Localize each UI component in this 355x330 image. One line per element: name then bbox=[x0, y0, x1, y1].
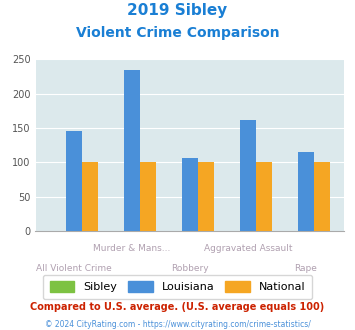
Text: Violent Crime Comparison: Violent Crime Comparison bbox=[76, 26, 279, 40]
Bar bbox=[66, 131, 82, 231]
Text: Rape: Rape bbox=[295, 264, 317, 273]
Bar bbox=[256, 162, 272, 231]
Bar bbox=[314, 162, 330, 231]
Text: Robbery: Robbery bbox=[171, 264, 209, 273]
Text: Compared to U.S. average. (U.S. average equals 100): Compared to U.S. average. (U.S. average … bbox=[31, 302, 324, 312]
Bar bbox=[182, 158, 198, 231]
Legend: Sibley, Louisiana, National: Sibley, Louisiana, National bbox=[43, 275, 312, 299]
Bar bbox=[82, 162, 98, 231]
Bar bbox=[240, 120, 256, 231]
Text: Murder & Mans...: Murder & Mans... bbox=[93, 244, 171, 253]
Text: Aggravated Assault: Aggravated Assault bbox=[204, 244, 292, 253]
Bar bbox=[198, 162, 214, 231]
Bar bbox=[140, 162, 156, 231]
Bar bbox=[298, 152, 314, 231]
Bar bbox=[124, 70, 140, 231]
Text: 2019 Sibley: 2019 Sibley bbox=[127, 3, 228, 18]
Text: © 2024 CityRating.com - https://www.cityrating.com/crime-statistics/: © 2024 CityRating.com - https://www.city… bbox=[45, 320, 310, 329]
Text: All Violent Crime: All Violent Crime bbox=[36, 264, 112, 273]
